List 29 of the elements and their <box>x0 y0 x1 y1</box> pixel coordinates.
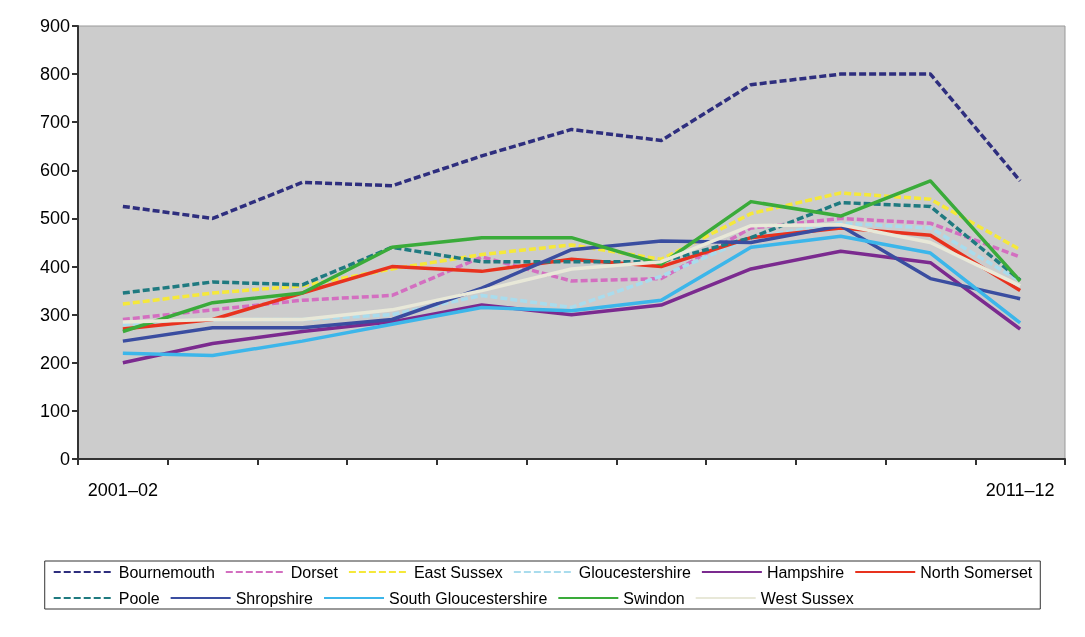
y-tick-label: 0 <box>59 449 70 469</box>
legend-label: Poole <box>118 589 160 607</box>
legend-label: North Somerset <box>920 563 1033 581</box>
legend-label: Shropshire <box>235 589 314 607</box>
x-tick-label: 2011–12 <box>985 480 1055 500</box>
legend-label: Dorset <box>290 563 339 581</box>
y-tick-label: 700 <box>39 112 70 133</box>
y-tick-label: 300 <box>39 304 70 325</box>
line-series <box>121 249 1022 365</box>
y-tick-label: 400 <box>39 256 70 277</box>
line-series <box>121 200 1022 295</box>
legend-label: Hampshire <box>766 563 845 581</box>
legend-label: Gloucestershire <box>578 563 691 581</box>
y-tick-label: 800 <box>39 64 70 85</box>
y-tick-label: 500 <box>39 208 70 229</box>
legend-label: West Sussex <box>760 589 854 607</box>
legend-label: East Sussex <box>413 563 503 581</box>
y-tick-label: 600 <box>39 160 70 181</box>
y-tick-label: 900 <box>39 16 70 36</box>
legend-label: Bournemouth <box>118 563 215 581</box>
line-series <box>121 191 1022 306</box>
line-series <box>121 179 1022 334</box>
line-series <box>121 72 1022 221</box>
y-tick-label: 100 <box>39 400 70 421</box>
legend-label: South Gloucestershire <box>389 589 548 607</box>
y-tick-label: 200 <box>39 352 70 373</box>
legend-label: Swindon <box>623 589 685 607</box>
line-series <box>121 234 1022 358</box>
x-tick-label: 2001–02 <box>87 480 158 500</box>
